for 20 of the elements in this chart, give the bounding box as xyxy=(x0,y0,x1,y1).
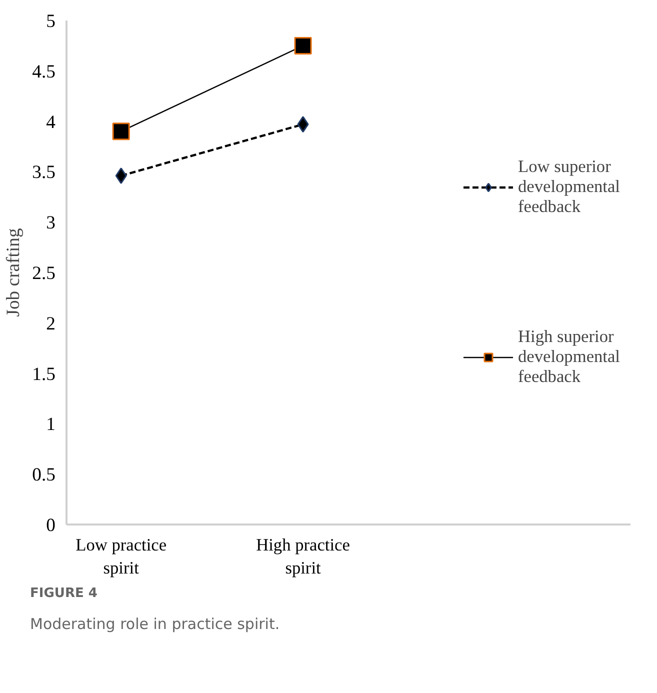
y-tick-label: 0.5 xyxy=(32,464,56,486)
x-tick-label: Low practice spirit xyxy=(76,536,167,578)
y-axis-title: Job crafting xyxy=(3,228,24,317)
y-tick-label: 1.5 xyxy=(32,364,56,385)
y-tick-label: 2 xyxy=(46,313,56,334)
y-tick-label: 4 xyxy=(46,112,56,133)
caption: FIGURE 4 xyxy=(30,585,98,603)
y-tick-label: 3 xyxy=(46,212,56,234)
x-tick-label: High practice spirit xyxy=(256,536,350,578)
y-tick-label: 4.5 xyxy=(32,61,56,82)
text: Moderating role in practice spirit. xyxy=(30,614,280,635)
y-tick-label: 1 xyxy=(46,414,56,436)
y-tick-label: 5 xyxy=(46,11,56,32)
y-tick-label: 0 xyxy=(46,515,56,536)
legend-label: High superior developmental feedback xyxy=(518,327,620,387)
legend-label: Low superior developmental feedback xyxy=(518,157,620,217)
point xyxy=(294,36,312,54)
point xyxy=(112,122,130,140)
y-tick-label: 3.5 xyxy=(32,162,56,184)
y-tick-label: 2.5 xyxy=(32,263,56,284)
